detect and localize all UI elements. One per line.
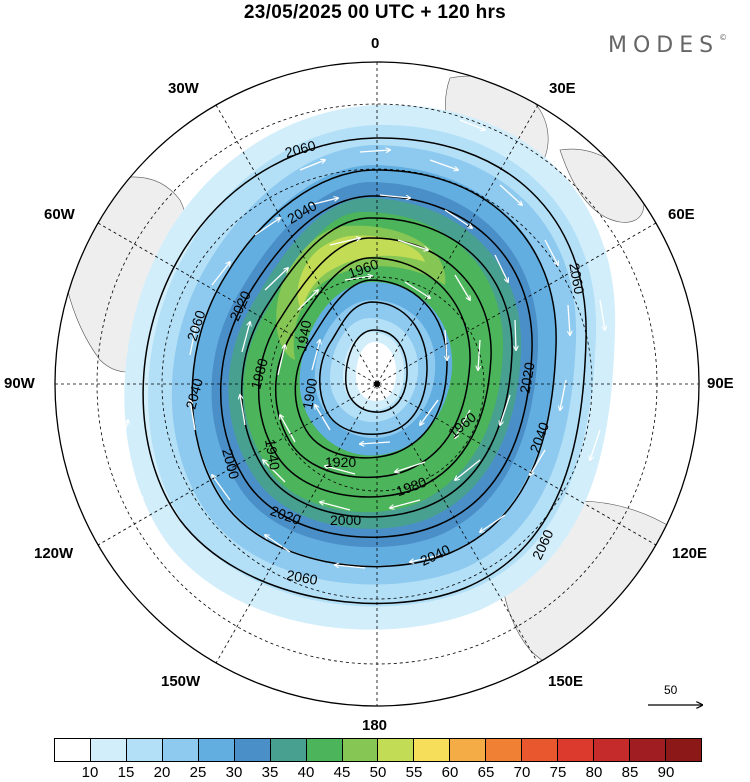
contour-label: 1940 bbox=[293, 319, 314, 353]
contour-1900 bbox=[345, 329, 408, 413]
colorbar-segment bbox=[270, 739, 307, 761]
colorbar-tick-label: 60 bbox=[441, 764, 459, 781]
colorbar-segment bbox=[306, 739, 343, 761]
colorbar-tick-label: 90 bbox=[657, 764, 675, 781]
colorbar-segment bbox=[198, 739, 235, 761]
wind-vectors bbox=[119, 119, 605, 569]
polar-map: 2060 2040 1960 2060 2020 1980 1940 1900 … bbox=[54, 61, 750, 735]
lon-label-150w: 150W bbox=[161, 673, 201, 690]
lon-label-120e: 120E bbox=[672, 545, 708, 562]
contour-label: 2060 bbox=[285, 567, 319, 588]
colorbar-segment bbox=[342, 739, 379, 761]
colorbar bbox=[54, 738, 702, 762]
contour-2040 bbox=[191, 169, 557, 568]
colorbar-segment bbox=[90, 739, 127, 761]
contour-2000 bbox=[241, 217, 513, 518]
colorbar-tick-label: 75 bbox=[549, 764, 567, 781]
shade-55 bbox=[297, 235, 425, 310]
colorbar-tick-label: 25 bbox=[189, 764, 207, 781]
wind-speed-shading bbox=[124, 104, 616, 630]
colorbar-tick-label: 45 bbox=[333, 764, 351, 781]
contour-2020 bbox=[219, 195, 533, 539]
lon-label-150e: 150E bbox=[548, 673, 584, 690]
colorbar-tick-label: 80 bbox=[585, 764, 603, 781]
colorbar-segment bbox=[522, 739, 559, 761]
contour-1940 bbox=[294, 279, 448, 459]
colorbar-tick-label: 15 bbox=[117, 764, 135, 781]
colorbar-segment bbox=[665, 739, 701, 761]
contour-label: 2060 bbox=[283, 137, 317, 161]
map-boundary bbox=[54, 61, 700, 707]
pole-marker bbox=[374, 381, 380, 387]
colorbar-tick-label: 10 bbox=[81, 764, 99, 781]
contour-label: 2040 bbox=[182, 376, 206, 410]
contour-label: 2000 bbox=[219, 447, 243, 481]
lon-label-0: 0 bbox=[371, 35, 380, 52]
contour-label: 2000 bbox=[330, 512, 361, 528]
graticule bbox=[55, 62, 699, 706]
colorbar-segment bbox=[450, 739, 487, 761]
lon-label-30w: 30W bbox=[168, 80, 199, 97]
contour-1960 bbox=[275, 257, 471, 479]
map-title: 23/05/2025 00 UTC + 120 hrs bbox=[243, 2, 507, 23]
brand-logo: MODES© bbox=[608, 33, 728, 58]
lon-label-60e: 60E bbox=[668, 206, 695, 223]
colorbar-segment bbox=[414, 739, 451, 761]
colorbar-tick-label: 35 bbox=[261, 764, 279, 781]
contour-1920 bbox=[319, 301, 428, 435]
reference-vector-label: 50 bbox=[664, 683, 678, 697]
colorbar-tick-label: 40 bbox=[297, 764, 315, 781]
colorbar-tick-label: 70 bbox=[513, 764, 531, 781]
colorbar-segment bbox=[378, 739, 415, 761]
colorbar-segment bbox=[126, 739, 163, 761]
contour-label: 1940 bbox=[262, 438, 283, 472]
colorbar-segment bbox=[558, 739, 595, 761]
lon-label-180: 180 bbox=[362, 717, 388, 734]
madagascar-region bbox=[559, 148, 645, 223]
lon-label-90e: 90E bbox=[707, 375, 734, 392]
contour-1980 bbox=[257, 237, 492, 498]
contour-label: 1900 bbox=[299, 377, 320, 411]
colorbar-tick-label: 30 bbox=[225, 764, 243, 781]
contour-label: 2020 bbox=[517, 361, 538, 395]
colorbar-tick-label: 20 bbox=[153, 764, 171, 781]
colorbar-segment bbox=[234, 739, 271, 761]
lon-label-90w: 90W bbox=[4, 375, 35, 392]
lon-label-120w: 120W bbox=[34, 545, 74, 562]
contour-label: 1920 bbox=[325, 454, 356, 470]
inner-10 bbox=[356, 342, 397, 401]
colorbar-tick-label: 85 bbox=[621, 764, 639, 781]
lon-label-60w: 60W bbox=[44, 206, 75, 223]
colorbar-segment bbox=[594, 739, 630, 761]
colorbar-segment bbox=[630, 739, 666, 761]
height-contours bbox=[142, 137, 587, 605]
contour-label: 1980 bbox=[247, 356, 271, 390]
colorbar-segment bbox=[162, 739, 199, 761]
lon-label-30e: 30E bbox=[549, 80, 576, 97]
colorbar-segment bbox=[486, 739, 523, 761]
colorbar-tick-label: 55 bbox=[405, 764, 423, 781]
colorbar-tick-label: 65 bbox=[477, 764, 495, 781]
colorbar-ticks: 10 15 20 25 30 35 40 45 50 55 60 65 70 75 80 85 90 bbox=[54, 764, 702, 782]
colorbar-tick-label: 50 bbox=[369, 764, 387, 781]
colorbar-segment bbox=[55, 739, 91, 761]
contour-label: 2060 bbox=[566, 262, 587, 296]
